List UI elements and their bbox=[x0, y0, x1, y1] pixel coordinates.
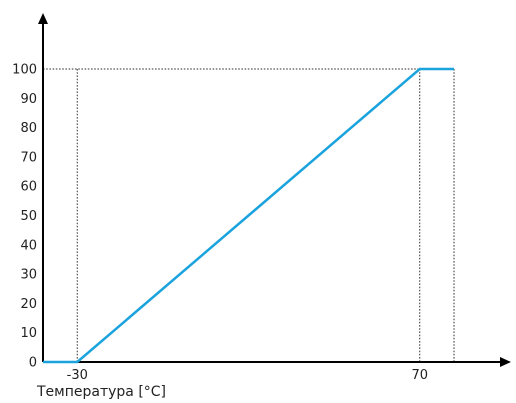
series-lines bbox=[43, 67, 454, 364]
y-tick-label: 50 bbox=[20, 209, 37, 224]
x-axis-arrow-icon bbox=[500, 357, 511, 367]
y-axis-arrow-icon bbox=[38, 13, 48, 24]
y-tick-label: 100 bbox=[12, 63, 37, 78]
y-tick-label: 60 bbox=[20, 180, 37, 195]
y-tick-label: 10 bbox=[20, 326, 37, 341]
x-tick-labels: -30 70 bbox=[67, 368, 428, 383]
guide-lines bbox=[43, 68, 455, 362]
y-tick-label: 20 bbox=[20, 297, 37, 312]
y-tick-labels: 0 10 20 30 40 50 60 70 80 90 100 bbox=[12, 63, 37, 371]
y-tick-label: 90 bbox=[20, 92, 37, 107]
y-tick-label: 80 bbox=[20, 121, 37, 136]
y-tick-label: 70 bbox=[20, 150, 37, 165]
y-tick-label: 40 bbox=[20, 238, 37, 253]
y-tick-label: 0 bbox=[29, 356, 37, 371]
x-axis-title: Температура [°C] bbox=[36, 384, 166, 400]
x-tick-label: 70 bbox=[411, 368, 428, 383]
x-tick-label: -30 bbox=[67, 368, 88, 383]
y-tick-label: 30 bbox=[20, 268, 37, 283]
series-line bbox=[43, 67, 454, 364]
axes bbox=[38, 13, 511, 367]
